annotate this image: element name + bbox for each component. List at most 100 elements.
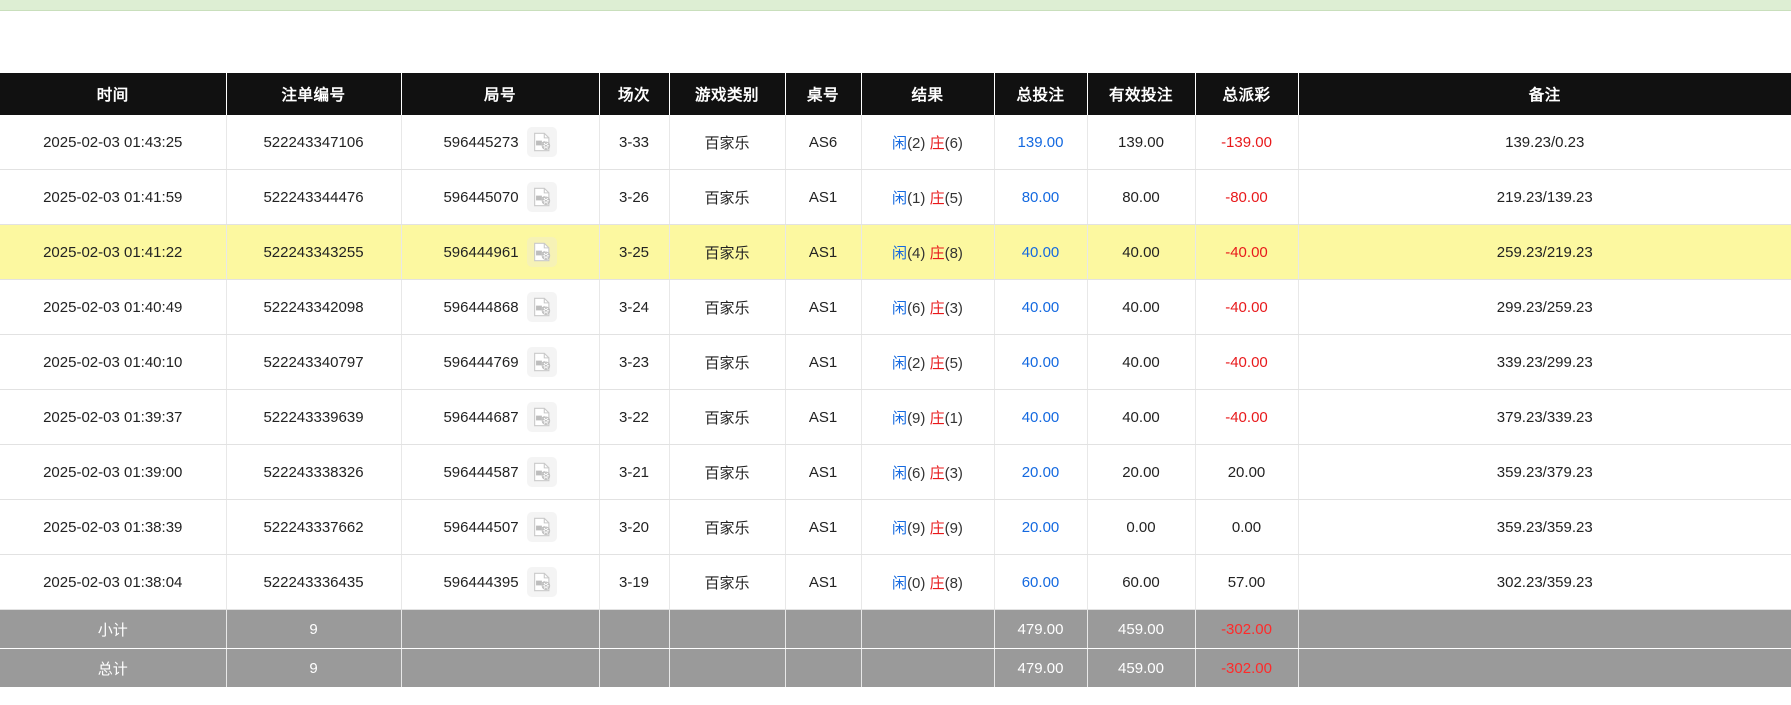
- column-header-valid_bet[interactable]: 有效投注: [1087, 73, 1196, 115]
- cell-time: 2025-02-03 01:40:49: [0, 279, 227, 335]
- result-banker-label: 庄: [929, 519, 945, 537]
- cell-round-no: 596445273: [401, 115, 600, 170]
- table-row[interactable]: 2025-02-03 01:40:49 522243342098 596444868…: [0, 279, 1791, 335]
- cell-total-bet[interactable]: 40.00: [994, 279, 1088, 335]
- cell-total-bet[interactable]: 20.00: [994, 444, 1088, 500]
- remark-value: 259.23/219.23: [1496, 243, 1593, 261]
- cell-time: 2025-02-03 01:39:00: [0, 444, 227, 500]
- cell-game-type: 百家乐: [669, 554, 786, 610]
- column-header-round_no[interactable]: 局号: [401, 73, 600, 115]
- time-value: 2025-02-03 01:40:49: [43, 298, 183, 316]
- header-row: 时间 注单编号 局号 场次 游戏类别 桌号 结果 总投注 有效投注 总派彩 备注: [0, 73, 1791, 115]
- column-header-result[interactable]: 结果: [861, 73, 995, 115]
- cell-total-bet[interactable]: 40.00: [994, 389, 1088, 445]
- cell-total-bet[interactable]: 40.00: [994, 224, 1088, 280]
- video-replay-icon[interactable]: [526, 182, 557, 212]
- game-type-value: 百家乐: [704, 354, 750, 372]
- cell-result: 闲(6) 庄(3): [861, 444, 995, 500]
- video-replay-icon[interactable]: [526, 567, 557, 597]
- cell-total-payout: -40.00: [1195, 279, 1299, 335]
- cell-time: 2025-02-03 01:43:25: [0, 115, 227, 170]
- cell-result: 闲(2) 庄(6): [861, 115, 995, 170]
- summary-count-value: 9: [309, 659, 318, 677]
- video-replay-icon[interactable]: [526, 347, 557, 377]
- column-header-remark[interactable]: 备注: [1298, 73, 1791, 115]
- remark-value: 219.23/139.23: [1496, 188, 1593, 206]
- column-header-total_payout[interactable]: 总派彩: [1195, 73, 1299, 115]
- table-row[interactable]: 2025-02-03 01:41:22 522243343255 596444961…: [0, 224, 1791, 280]
- summary-total-bet-value: 479.00: [1017, 620, 1064, 638]
- table-row[interactable]: 2025-02-03 01:41:59 522243344476 596445070…: [0, 169, 1791, 225]
- table-row[interactable]: 2025-02-03 01:40:10 522243340797 596444769…: [0, 334, 1791, 390]
- table-row[interactable]: 2025-02-03 01:43:25 522243347106 596445273…: [0, 115, 1791, 170]
- total-bet-value: 40.00: [1021, 298, 1060, 316]
- cell-session: 3-33: [599, 115, 670, 170]
- column-header-time[interactable]: 时间: [0, 73, 227, 115]
- valid-bet-value: 139.00: [1118, 133, 1164, 151]
- cell-table-no: AS1: [785, 334, 862, 390]
- total-bet-value: 40.00: [1021, 243, 1060, 261]
- video-replay-icon[interactable]: [526, 292, 557, 322]
- cell-game-type: 百家乐: [669, 279, 786, 335]
- remark-value: 359.23/359.23: [1496, 518, 1593, 536]
- time-value: 2025-02-03 01:38:04: [43, 573, 183, 591]
- video-replay-icon[interactable]: [526, 127, 557, 157]
- cell-total-bet[interactable]: 40.00: [994, 334, 1088, 390]
- table-no-value: AS1: [808, 463, 838, 481]
- cell-result: 闲(4) 庄(8): [861, 224, 995, 280]
- remark-value: 299.23/259.23: [1496, 298, 1593, 316]
- column-header-order_no[interactable]: 注单编号: [226, 73, 402, 115]
- summary-round-no: [401, 648, 600, 687]
- video-replay-icon[interactable]: [526, 457, 557, 487]
- column-header-total_bet[interactable]: 总投注: [994, 73, 1088, 115]
- table-no-value: AS1: [808, 298, 838, 316]
- cell-total-bet[interactable]: 80.00: [994, 169, 1088, 225]
- round-no-value: 596444868: [443, 298, 519, 316]
- table-no-value: AS1: [808, 243, 838, 261]
- result-player-label: 闲: [892, 574, 908, 592]
- table-row[interactable]: 2025-02-03 01:39:00 522243338326 596444587…: [0, 444, 1791, 500]
- valid-bet-value: 20.00: [1122, 463, 1160, 481]
- session-value: 3-19: [618, 573, 650, 591]
- result-player-value: (9): [907, 409, 926, 427]
- table-row[interactable]: 2025-02-03 01:38:39 522243337662 596444507…: [0, 499, 1791, 555]
- cell-total-bet[interactable]: 139.00: [994, 115, 1088, 170]
- summary-total-bet: 479.00: [994, 648, 1088, 687]
- cell-game-type: 百家乐: [669, 389, 786, 445]
- table-row[interactable]: 2025-02-03 01:38:04 522243336435 596444395…: [0, 554, 1791, 610]
- remark-value: 359.23/379.23: [1496, 463, 1593, 481]
- cell-round-no: 596444961: [401, 224, 600, 280]
- cell-total-payout: -40.00: [1195, 334, 1299, 390]
- result-player-value: (1): [907, 189, 926, 207]
- cell-session: 3-20: [599, 499, 670, 555]
- cell-order-no: 522243347106: [226, 115, 402, 170]
- cell-total-bet[interactable]: 20.00: [994, 499, 1088, 555]
- order-no-value: 522243337662: [263, 518, 364, 536]
- cell-order-no: 522243337662: [226, 499, 402, 555]
- remark-value: 139.23/0.23: [1505, 133, 1585, 151]
- cell-valid-bet: 0.00: [1087, 499, 1196, 555]
- session-value: 3-22: [618, 408, 650, 426]
- summary-total-payout: -302.00: [1195, 648, 1299, 687]
- result-player-value: (2): [907, 134, 926, 152]
- cell-total-bet[interactable]: 60.00: [994, 554, 1088, 610]
- session-value: 3-24: [618, 298, 650, 316]
- column-header-game_type[interactable]: 游戏类别: [669, 73, 786, 115]
- video-replay-icon[interactable]: [526, 402, 557, 432]
- game-type-value: 百家乐: [704, 244, 750, 262]
- subtotal-row: 小计 9 479.00 459.00 -302.00: [0, 609, 1791, 649]
- column-header-table_no[interactable]: 桌号: [785, 73, 862, 115]
- result-banker-label: 庄: [929, 354, 945, 372]
- table-row[interactable]: 2025-02-03 01:39:37 522243339639 596444687…: [0, 389, 1791, 445]
- round-no-group: 596444961: [406, 237, 595, 267]
- order-no-value: 522243343255: [263, 243, 364, 261]
- video-replay-icon[interactable]: [526, 512, 557, 542]
- column-header-session[interactable]: 场次: [599, 73, 670, 115]
- round-no-group: 596444395: [406, 567, 595, 597]
- cell-valid-bet: 40.00: [1087, 334, 1196, 390]
- video-replay-icon[interactable]: [526, 237, 557, 267]
- cell-session: 3-23: [599, 334, 670, 390]
- cell-time: 2025-02-03 01:41:59: [0, 169, 227, 225]
- game-type-value: 百家乐: [704, 464, 750, 482]
- table-no-value: AS1: [808, 188, 838, 206]
